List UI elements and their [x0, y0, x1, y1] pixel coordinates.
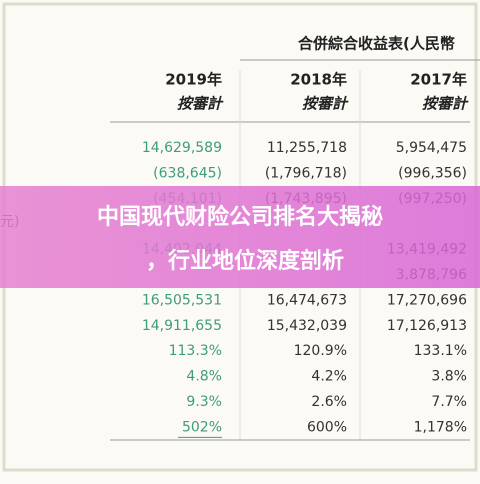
banner-text: 中国现代财险公司排名大揭秘 [97, 204, 383, 230]
cell: (996,356) [398, 165, 467, 181]
cell: 113.3% [169, 343, 222, 359]
banner-text: ，行业地位深度剖析 [146, 248, 344, 274]
cell: 502% [182, 419, 222, 435]
cell: 14,911,655 [142, 318, 222, 334]
cell: (1,796,718) [265, 165, 347, 181]
cell: 11,255,718 [267, 140, 347, 156]
cell: 3.8% [431, 369, 467, 385]
cell: 9.3% [186, 394, 222, 410]
cell: 17,126,913 [387, 318, 467, 334]
cell: (638,645) [153, 165, 222, 181]
cell: 4.2% [311, 369, 347, 385]
cell: 16,505,531 [142, 292, 222, 308]
column-year: 2019年 [165, 71, 222, 89]
cell: 5,954,475 [396, 140, 467, 156]
column-year: 2017年 [410, 71, 467, 89]
cell: 4.8% [186, 369, 222, 385]
column-note: 按審計 [302, 95, 349, 113]
cell: 133.1% [414, 343, 467, 359]
cell: 7.7% [431, 394, 467, 410]
cell: 14,629,589 [142, 140, 222, 156]
cell: 15,432,039 [267, 318, 347, 334]
cell: 600% [307, 419, 347, 435]
cell: 17,270,696 [387, 292, 467, 308]
banner [0, 186, 480, 288]
cell: 2.6% [311, 394, 347, 410]
column-note: 按審計 [177, 95, 224, 113]
cell: 16,474,673 [267, 292, 347, 308]
table-title: 合併綜合收益表(人民幣 [297, 35, 455, 53]
column-year: 2018年 [290, 71, 347, 89]
cell: 1,178% [414, 419, 467, 435]
column-note: 按審計 [422, 95, 469, 113]
cell: 120.9% [294, 343, 347, 359]
